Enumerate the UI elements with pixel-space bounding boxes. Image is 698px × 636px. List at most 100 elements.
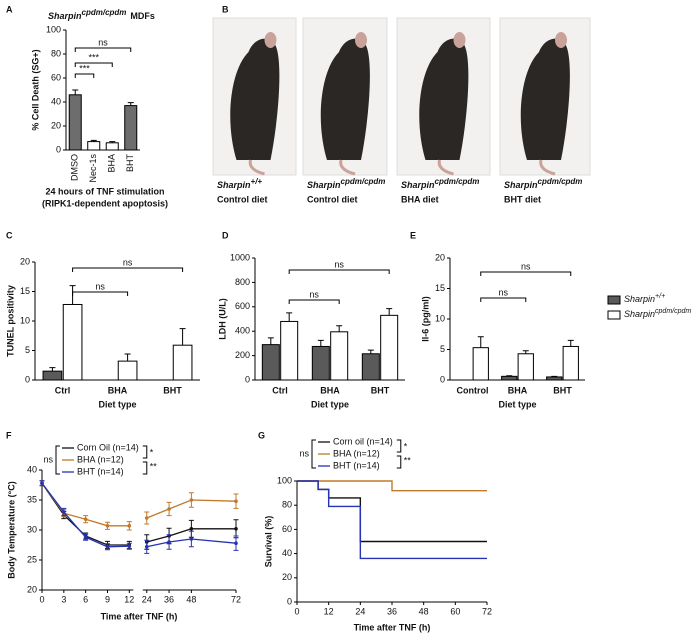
- error-bar: [317, 339, 324, 347]
- significance-label: *: [404, 441, 408, 451]
- x-tick-label: 36: [387, 606, 397, 616]
- x-tick-label: Ctrl: [272, 385, 288, 395]
- y-tick-label: 25: [27, 554, 37, 564]
- mouse-ear: [453, 32, 466, 48]
- text-part: cpdm/cpdm: [341, 177, 386, 186]
- text-part: +/+: [251, 177, 263, 186]
- x-tick-label: BHT: [371, 385, 390, 395]
- bar: [87, 141, 101, 151]
- bar: [517, 353, 534, 381]
- x-axis-label: Diet type: [311, 399, 349, 409]
- y-tick-label: 40: [51, 96, 61, 106]
- y-tick-label: 60: [51, 72, 61, 82]
- y-tick-label: 800: [235, 277, 250, 287]
- x-axis-label: Time after TNF (h): [101, 611, 178, 621]
- mouse-ear: [355, 32, 367, 48]
- y-tick-label: 400: [235, 326, 250, 336]
- y-tick-label: 20: [51, 120, 61, 130]
- significance-bracket: [72, 267, 184, 272]
- error-bar: [551, 375, 558, 377]
- bar: [472, 347, 489, 381]
- significance-label: ns: [521, 261, 531, 271]
- y-axis-label: Il-6 (pg/ml): [420, 296, 430, 342]
- panel-label: A: [6, 4, 13, 14]
- significance-label: ns: [123, 257, 133, 267]
- legend-swatch: [607, 310, 621, 320]
- x-tick-label: 60: [450, 606, 460, 616]
- y-axis-label: Body Temperature (°C): [6, 481, 16, 578]
- panel-label: D: [222, 230, 229, 240]
- y-axis-label: % Cell Death (SG+): [30, 49, 40, 130]
- panel-label: C: [6, 230, 13, 240]
- x-tick-label: Control: [457, 385, 489, 395]
- x-tick-label: 36: [164, 594, 174, 604]
- mouse-tail: [339, 159, 356, 176]
- text-part: Sharpin: [624, 294, 655, 304]
- error-bar: [522, 350, 529, 354]
- footnote-sub: (RIPK1-dependent apoptosis): [42, 198, 168, 208]
- y-tick-label: 600: [235, 301, 250, 311]
- y-tick-label: 200: [235, 350, 250, 360]
- text-part: Sharpin: [624, 309, 655, 319]
- data-point: [83, 517, 88, 521]
- legend-swatch: [607, 295, 621, 305]
- y-tick-label: 40: [282, 548, 292, 558]
- mouse-ear: [264, 32, 277, 48]
- data-point: [105, 545, 110, 549]
- photo-caption: Sharpin+/+: [217, 177, 262, 191]
- legend-label: BHA (n=12): [333, 448, 380, 458]
- error-bar: [179, 328, 186, 346]
- x-tick-label: 6: [83, 594, 88, 604]
- bar: [62, 303, 83, 381]
- legend-label: Sharpin+/+: [624, 293, 665, 304]
- y-tick-label: 80: [282, 500, 292, 510]
- bar: [280, 320, 299, 381]
- x-tick-label: 24: [355, 606, 365, 616]
- x-tick-label: 48: [419, 606, 429, 616]
- data-point: [234, 541, 238, 545]
- error-bar: [72, 89, 79, 95]
- x-tick-label: 48: [186, 594, 196, 604]
- y-tick-label: 20: [20, 256, 30, 266]
- significance-bracket: [72, 291, 129, 296]
- significance-bracket: [142, 445, 148, 475]
- panel-label: G: [258, 430, 265, 440]
- panel-label: B: [222, 4, 229, 14]
- x-tick-label: 72: [482, 606, 492, 616]
- significance-label: ns: [43, 454, 53, 464]
- data-point: [189, 537, 194, 541]
- photo-caption: Sharpincpdm/cpdm: [401, 177, 479, 191]
- significance-bracket: [74, 73, 95, 78]
- x-tick-label: BHT: [553, 385, 572, 395]
- series-line: [41, 482, 236, 546]
- mouse-ear: [555, 32, 567, 48]
- y-tick-label: 30: [27, 524, 37, 534]
- x-tick-label: BHA: [108, 385, 128, 395]
- error-bar: [386, 308, 393, 316]
- legend-label: Sharpincpdm/cpdm: [624, 308, 691, 319]
- text-part: +/+: [655, 293, 665, 300]
- legend-label: Corn oil (n=14): [333, 436, 393, 446]
- mouse-tail: [248, 159, 265, 176]
- significance-label: ***: [88, 52, 99, 62]
- x-tick-label: 24: [142, 594, 152, 604]
- significance-label: ns: [95, 281, 105, 291]
- bar: [330, 331, 349, 381]
- data-point: [189, 498, 194, 502]
- significance-bracket: [55, 445, 60, 475]
- data-point: [40, 481, 44, 486]
- x-axis-label: Diet type: [98, 399, 136, 409]
- y-tick-label: 5: [440, 344, 445, 354]
- x-tick-label: 72: [231, 594, 241, 604]
- y-tick-label: 10: [435, 313, 445, 323]
- bar: [501, 375, 518, 381]
- x-tick-label: BHA: [107, 154, 117, 173]
- x-tick-label: BHA: [320, 385, 340, 395]
- y-tick-label: 0: [440, 374, 445, 384]
- significance-bracket: [480, 297, 527, 302]
- mouse-photo: [320, 38, 370, 160]
- photo-caption: Sharpincpdm/cpdm: [504, 177, 582, 191]
- y-tick-label: 60: [282, 524, 292, 534]
- photo-caption: BHA diet: [401, 194, 439, 204]
- y-tick-label: 80: [51, 48, 61, 58]
